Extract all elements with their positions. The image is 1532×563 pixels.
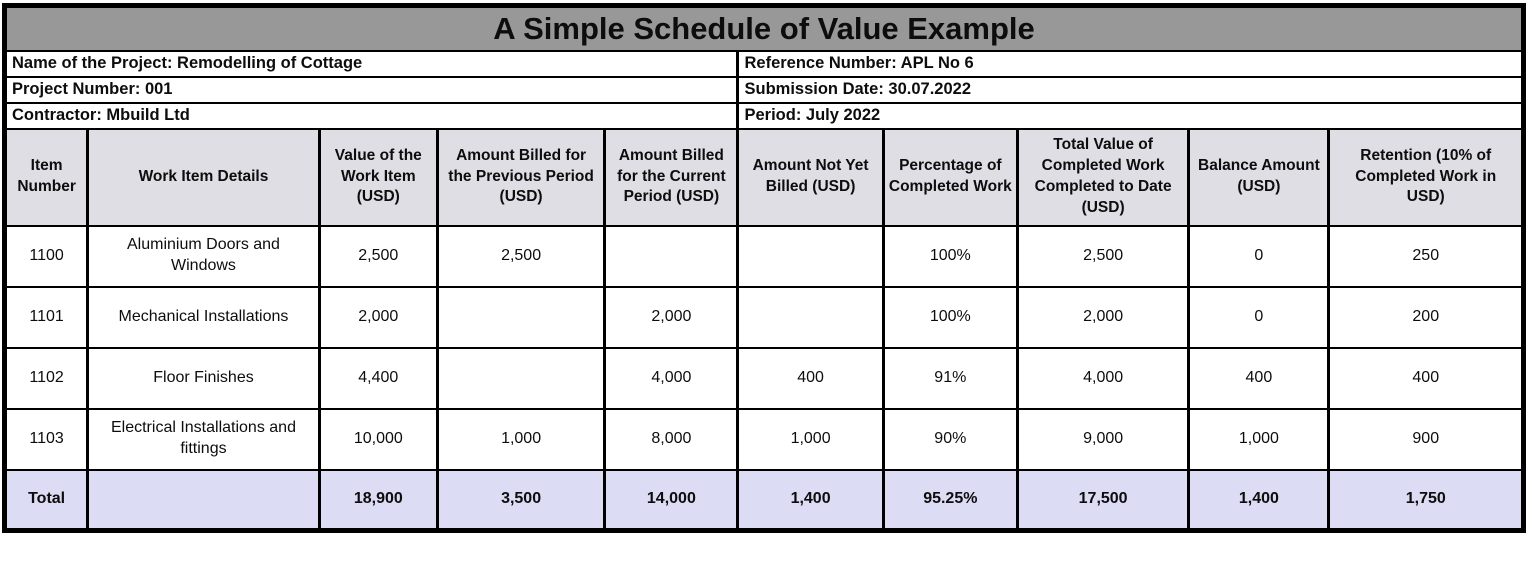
col-header-total-value-completed: Total Value of Completed Work Completed … bbox=[1015, 127, 1191, 227]
col-header-item-number: Item Number bbox=[2, 127, 90, 227]
reference-number-cell: Reference Number: APL No 6 bbox=[736, 49, 1525, 78]
info-row-3: Contractor: Mbuild Ltd Period: July 2022 bbox=[2, 101, 1525, 130]
table-row-1100: 1100 Aluminium Doors and Windows 2,500 2… bbox=[2, 224, 1525, 288]
total-value: 18,900 bbox=[317, 468, 439, 532]
title-row: A Simple Schedule of Value Example bbox=[3, 4, 1525, 52]
total-billed-previous: 3,500 bbox=[435, 468, 607, 532]
total-percentage: 95.25% bbox=[881, 468, 1019, 532]
cell-billed-previous: 1,000 bbox=[435, 407, 607, 471]
cell-retention: 200 bbox=[1327, 285, 1525, 349]
cell-billed-current: 8,000 bbox=[603, 407, 740, 471]
cell-item-number: 1101 bbox=[2, 285, 90, 349]
contractor-cell: Contractor: Mbuild Ltd bbox=[2, 101, 740, 130]
cell-completed-to-date: 2,000 bbox=[1015, 285, 1191, 349]
total-billed-current: 14,000 bbox=[603, 468, 740, 532]
cell-percentage: 91% bbox=[881, 346, 1019, 410]
total-details bbox=[86, 468, 321, 532]
cell-item-number: 1100 bbox=[2, 224, 90, 288]
column-header-row: Item Number Work Item Details Value of t… bbox=[2, 127, 1525, 227]
cell-not-yet-billed: 1,000 bbox=[736, 407, 885, 471]
col-header-percentage-completed: Percentage of Completed Work bbox=[881, 127, 1019, 227]
info-row-2: Project Number: 001 Submission Date: 30.… bbox=[2, 75, 1525, 104]
col-header-value-of-work-item: Value of the Work Item (USD) bbox=[317, 127, 439, 227]
cell-percentage: 100% bbox=[881, 285, 1019, 349]
cell-value: 2,500 bbox=[317, 224, 439, 288]
cell-balance: 0 bbox=[1187, 224, 1331, 288]
cell-details: Floor Finishes bbox=[86, 346, 321, 410]
cell-not-yet-billed: 400 bbox=[736, 346, 885, 410]
cell-retention: 400 bbox=[1327, 346, 1525, 410]
cell-billed-previous bbox=[435, 285, 607, 349]
table-row-1102: 1102 Floor Finishes 4,400 4,000 400 91% … bbox=[2, 346, 1525, 410]
total-retention: 1,750 bbox=[1327, 468, 1525, 532]
info-row-1: Name of the Project: Remodelling of Cott… bbox=[2, 49, 1525, 78]
col-header-work-item-details: Work Item Details bbox=[86, 127, 321, 227]
cell-balance: 400 bbox=[1187, 346, 1331, 410]
cell-billed-previous bbox=[435, 346, 607, 410]
table-row-1103: 1103 Electrical Installations and fittin… bbox=[2, 407, 1525, 471]
cell-details: Aluminium Doors and Windows bbox=[86, 224, 321, 288]
cell-balance: 1,000 bbox=[1187, 407, 1331, 471]
cell-details: Electrical Installations and fittings bbox=[86, 407, 321, 471]
total-completed-to-date: 17,500 bbox=[1015, 468, 1191, 532]
col-header-retention: Retention (10% of Completed Work in USD) bbox=[1327, 127, 1525, 227]
cell-not-yet-billed bbox=[736, 285, 885, 349]
cell-not-yet-billed bbox=[736, 224, 885, 288]
cell-value: 2,000 bbox=[317, 285, 439, 349]
cell-value: 4,400 bbox=[317, 346, 439, 410]
cell-percentage: 90% bbox=[881, 407, 1019, 471]
cell-billed-current: 2,000 bbox=[603, 285, 740, 349]
total-row: Total 18,900 3,500 14,000 1,400 95.25% 1… bbox=[2, 468, 1525, 532]
cell-billed-previous: 2,500 bbox=[435, 224, 607, 288]
col-header-balance-amount: Balance Amount (USD) bbox=[1187, 127, 1331, 227]
cell-retention: 250 bbox=[1327, 224, 1525, 288]
schedule-of-values-sheet: A Simple Schedule of Value Example Name … bbox=[2, 3, 1526, 533]
col-header-amount-billed-current: Amount Billed for the Current Period (US… bbox=[603, 127, 740, 227]
cell-completed-to-date: 2,500 bbox=[1015, 224, 1191, 288]
submission-date-cell: Submission Date: 30.07.2022 bbox=[736, 75, 1525, 104]
cell-item-number: 1103 bbox=[2, 407, 90, 471]
period-cell: Period: July 2022 bbox=[736, 101, 1525, 130]
cell-retention: 900 bbox=[1327, 407, 1525, 471]
cell-item-number: 1102 bbox=[2, 346, 90, 410]
total-balance: 1,400 bbox=[1187, 468, 1331, 532]
cell-value: 10,000 bbox=[317, 407, 439, 471]
col-header-amount-billed-previous: Amount Billed for the Previous Period (U… bbox=[435, 127, 607, 227]
total-label: Total bbox=[2, 468, 90, 532]
cell-billed-current: 4,000 bbox=[603, 346, 740, 410]
schedule-of-values-table: A Simple Schedule of Value Example Name … bbox=[2, 3, 1526, 533]
cell-percentage: 100% bbox=[881, 224, 1019, 288]
cell-completed-to-date: 4,000 bbox=[1015, 346, 1191, 410]
project-number-cell: Project Number: 001 bbox=[2, 75, 740, 104]
project-name-cell: Name of the Project: Remodelling of Cott… bbox=[2, 49, 740, 78]
cell-billed-current bbox=[603, 224, 740, 288]
cell-balance: 0 bbox=[1187, 285, 1331, 349]
page-title: A Simple Schedule of Value Example bbox=[3, 4, 1525, 52]
cell-details: Mechanical Installations bbox=[86, 285, 321, 349]
table-row-1101: 1101 Mechanical Installations 2,000 2,00… bbox=[2, 285, 1525, 349]
col-header-amount-not-yet-billed: Amount Not Yet Billed (USD) bbox=[736, 127, 885, 227]
cell-completed-to-date: 9,000 bbox=[1015, 407, 1191, 471]
total-not-yet-billed: 1,400 bbox=[736, 468, 885, 532]
